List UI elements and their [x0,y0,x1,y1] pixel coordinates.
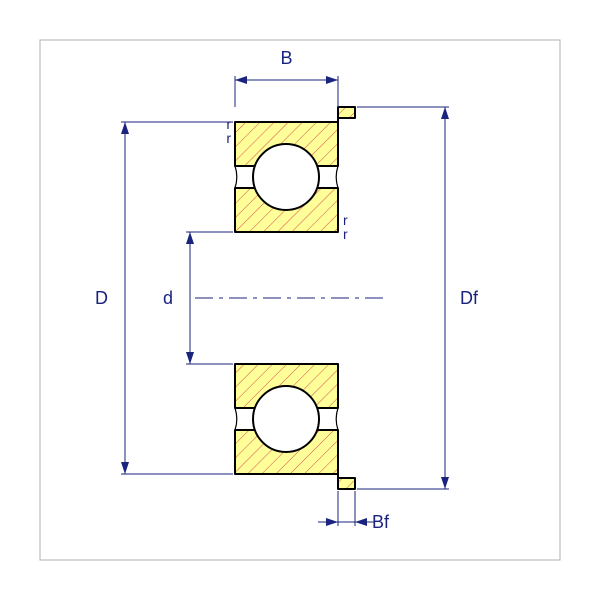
fillet-label: r [226,130,231,146]
dim-Bf: Bf [372,512,390,532]
bearing-diagram: BDdDfBfrrrr [0,0,600,600]
dim-d: d [163,288,173,308]
fillet-label: r [343,226,348,242]
dim-D: D [95,288,108,308]
ball-top [253,144,319,210]
ball-bottom [253,386,319,452]
dim-B: B [280,48,292,68]
canvas-bg [0,0,600,600]
dim-Df: Df [460,288,479,308]
